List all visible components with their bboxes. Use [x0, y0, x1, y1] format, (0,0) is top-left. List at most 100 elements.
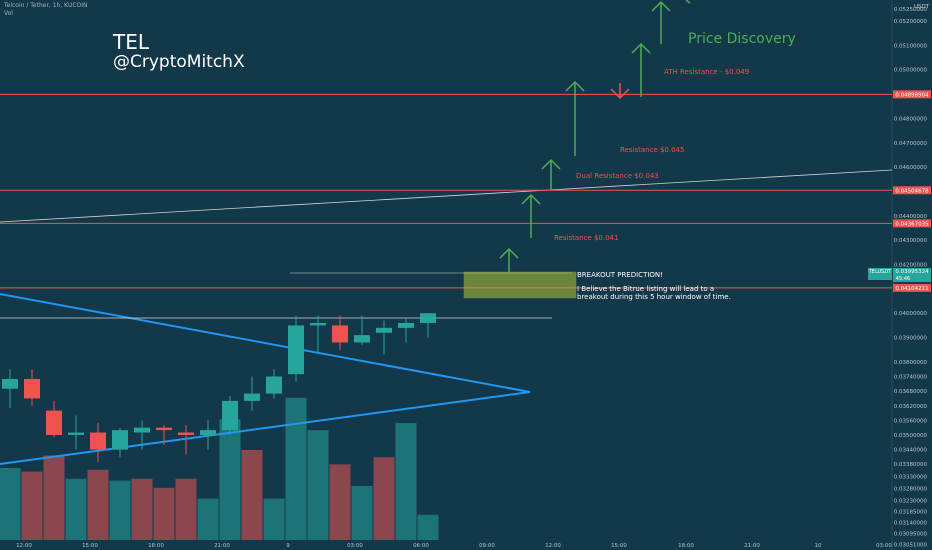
price-tick-label: 0.03500000 — [894, 433, 928, 439]
price-tick-label: 0.05000000 — [894, 68, 928, 74]
price-tick-label: 0.03280000 — [894, 487, 928, 493]
triangle-lower-line — [0, 391, 531, 465]
volume-bar — [307, 430, 329, 540]
price-discovery-label: Price Discovery — [688, 31, 796, 47]
price-tick-label: 0.03620000 — [894, 404, 928, 410]
up-arrow-head — [521, 193, 541, 205]
time-tick-label: 12:00 — [16, 543, 32, 549]
candle-body — [90, 432, 106, 450]
down-arrow-head — [610, 88, 630, 100]
volume-indicator-label: Vol — [4, 10, 13, 17]
price-tick-label: 0.04400000 — [894, 214, 928, 220]
price-tick-label: 0.03051000 — [894, 542, 928, 548]
volume-bar — [175, 478, 197, 540]
candle-body — [2, 378, 18, 389]
time-tick-label: 09:00 — [479, 543, 495, 549]
resistance-price-tag — [893, 219, 931, 228]
candle-body — [24, 378, 40, 399]
candle-body — [68, 432, 84, 435]
candle-body — [354, 335, 370, 343]
current-price-countdown: 45:46 — [896, 276, 910, 282]
volume-bar — [285, 397, 307, 540]
resistance-price-tag — [893, 90, 931, 99]
price-tick-label: 0.04800000 — [894, 116, 928, 122]
up-arrow-head — [499, 247, 519, 259]
price-tick-label: 0.03740000 — [894, 375, 928, 381]
price-tick-label: 0.04000000 — [894, 311, 928, 317]
time-tick-label: 21:00 — [214, 543, 230, 549]
candle-body — [398, 322, 414, 328]
volume-bar — [197, 498, 219, 540]
price-tick-label: 0.03380000 — [894, 462, 928, 468]
price-tick-label: 0.04300000 — [894, 238, 928, 244]
price-tick-label: 0.03800000 — [894, 360, 928, 366]
volume-bar — [65, 478, 87, 540]
resistance-label: Dual Resistance $0.043 — [576, 172, 659, 180]
candle-body — [46, 410, 62, 435]
price-tick-label: 0.04200000 — [894, 263, 928, 269]
triangle-upper-line — [0, 293, 531, 393]
time-tick-label: 15:00 — [82, 543, 98, 549]
resistance-price-tag — [893, 283, 931, 292]
volume-bar — [131, 478, 153, 540]
volume-bar — [43, 455, 65, 540]
symbol-tag-text: TELUSDT — [868, 269, 892, 275]
candle-body — [134, 427, 150, 433]
up-arrow-head — [631, 42, 651, 54]
candle-body — [156, 427, 172, 431]
breakout-text-line: I Believe the Bitrue listing will lead t… — [577, 285, 714, 293]
volume-bar — [417, 514, 439, 540]
symbol-tag — [868, 268, 892, 280]
candle-body — [376, 327, 392, 333]
time-tick-label: 9 — [286, 543, 290, 549]
price-tick-label: 0.03680000 — [894, 389, 928, 395]
price-tick-label: 0.04700000 — [894, 141, 928, 147]
breakout-text-line: breakout during this 5 hour window of ti… — [577, 293, 731, 301]
price-tick-label: 0.03560000 — [894, 418, 928, 424]
time-tick-label: 10 — [815, 543, 822, 549]
brand-author: @CryptoMitchX — [113, 52, 245, 72]
time-tick-label: 21:00 — [744, 543, 760, 549]
candle-body — [200, 430, 216, 435]
chart-header: Telcoin / Tether, 1h, KUCOIN Vol — [4, 2, 88, 18]
time-tick-label: 03:00 — [347, 543, 363, 549]
up-arrow-head — [565, 80, 585, 92]
up-arrow-head — [651, 0, 671, 12]
up-arrow-partial — [685, 0, 691, 4]
volume-bar — [395, 423, 417, 540]
resistance-price-tag-text: 0.04898904 — [895, 92, 929, 98]
time-tick-label: 12:00 — [545, 543, 561, 549]
volume-bar — [263, 498, 285, 540]
resistance-label: ATH Resistance - $0.049 — [664, 68, 749, 76]
brand-ticker: TEL — [113, 30, 149, 54]
up-arrow-head — [541, 158, 561, 170]
volume-bar — [21, 471, 43, 540]
price-tick-label: 0.03900000 — [894, 336, 928, 342]
resistance-price-tag-text: 0.04104211 — [895, 286, 928, 292]
time-tick-label: 06:00 — [413, 543, 429, 549]
price-tick-label: 0.03330000 — [894, 474, 928, 480]
candle-body — [332, 325, 348, 343]
volume-bar — [109, 480, 131, 540]
price-tick-label: 0.03095000 — [894, 532, 928, 538]
candle-body — [222, 400, 238, 431]
current-price-tag — [893, 268, 931, 282]
volume-bar — [373, 457, 395, 540]
price-tick-label: 0.05100000 — [894, 43, 928, 49]
volume-bar — [351, 486, 373, 540]
price-tick-label: 0.05200000 — [894, 19, 928, 25]
price-tick-label: 0.04600000 — [894, 165, 928, 171]
candle-body — [310, 322, 326, 326]
price-tick-label: 0.03230000 — [894, 499, 928, 505]
candle-body — [288, 325, 304, 375]
price-tick-label: 0.05250000 — [894, 7, 928, 13]
volume-bar — [153, 487, 175, 540]
time-tick-label: 03:00 — [876, 543, 892, 549]
price-tick-label: 0.03440000 — [894, 448, 928, 454]
resistance-price-tag-text: 0.04504678 — [895, 188, 929, 194]
candle-body — [420, 313, 436, 323]
price-tick-label: 0.03140000 — [894, 521, 928, 527]
breakout-title: BREAKOUT PREDICTION! — [577, 271, 663, 279]
volume-bar — [329, 464, 351, 540]
